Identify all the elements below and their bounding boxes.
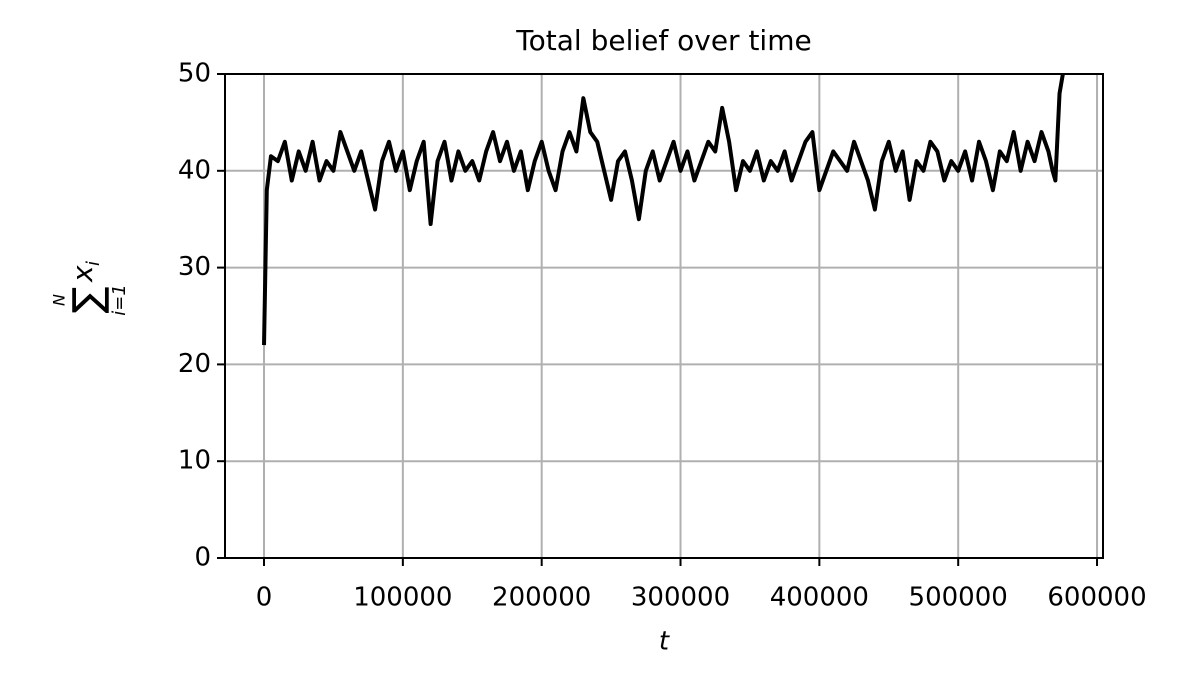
y-label-var: x bbox=[66, 265, 99, 283]
x-tick-label: 300000 bbox=[631, 583, 730, 613]
y-tick-label: 50 bbox=[178, 59, 211, 89]
y-tick-label: 40 bbox=[178, 155, 211, 185]
x-tick-label: 0 bbox=[256, 583, 273, 613]
x-tick-label: 200000 bbox=[492, 583, 591, 613]
y-label-sum: ∑ bbox=[65, 286, 111, 313]
x-tick-label: 600000 bbox=[1047, 583, 1146, 613]
chart-title: Total belief over time bbox=[515, 24, 811, 57]
y-label-lower: i=1 bbox=[109, 284, 130, 316]
y-tick-label: 30 bbox=[178, 252, 211, 282]
x-axis-label: t bbox=[659, 627, 670, 657]
x-tick-label: 100000 bbox=[353, 583, 452, 613]
y-tick-label: 10 bbox=[178, 446, 211, 476]
x-tick-label: 500000 bbox=[909, 583, 1008, 613]
y-label-upper: N bbox=[50, 294, 69, 306]
y-tick-label: 20 bbox=[178, 349, 211, 379]
y-tick-label: 0 bbox=[194, 543, 211, 573]
y-axis-label: ∑ N i=1 x i bbox=[50, 261, 131, 316]
data-line bbox=[262, 74, 1065, 346]
plot-frame bbox=[224, 73, 1104, 559]
x-tick-label: 400000 bbox=[770, 583, 869, 613]
y-label-sub: i bbox=[83, 261, 104, 266]
